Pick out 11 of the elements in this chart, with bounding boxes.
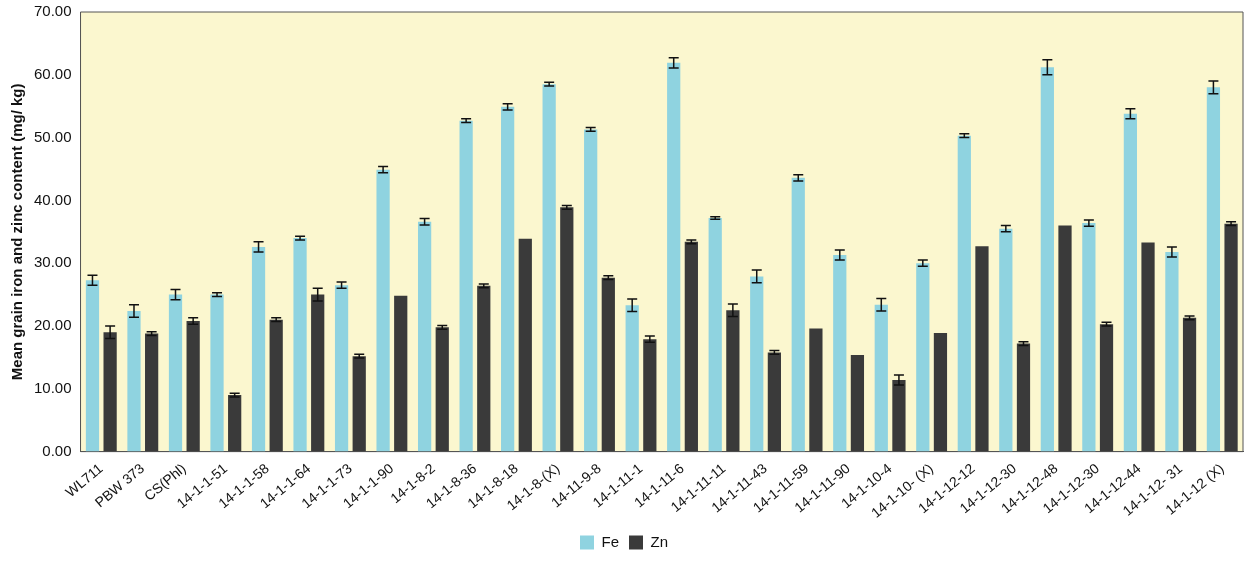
y-tick-label: 50.00 — [33, 127, 72, 145]
legend-label: Fe — [601, 532, 620, 550]
y-tick-label: 70.00 — [33, 2, 72, 20]
y-tick-label: 60.00 — [33, 64, 72, 82]
y-tick-label: 10.00 — [33, 378, 72, 396]
y-axis-title: Mean grain iron and zinc content (mg/ kg) — [8, 83, 26, 381]
y-tick-label: 40.00 — [33, 190, 72, 208]
y-tick-label: 20.00 — [33, 316, 72, 334]
y-tick-label: 30.00 — [33, 253, 72, 271]
legend-label: Zn — [650, 532, 669, 550]
y-tick-label: 0.00 — [42, 441, 72, 459]
